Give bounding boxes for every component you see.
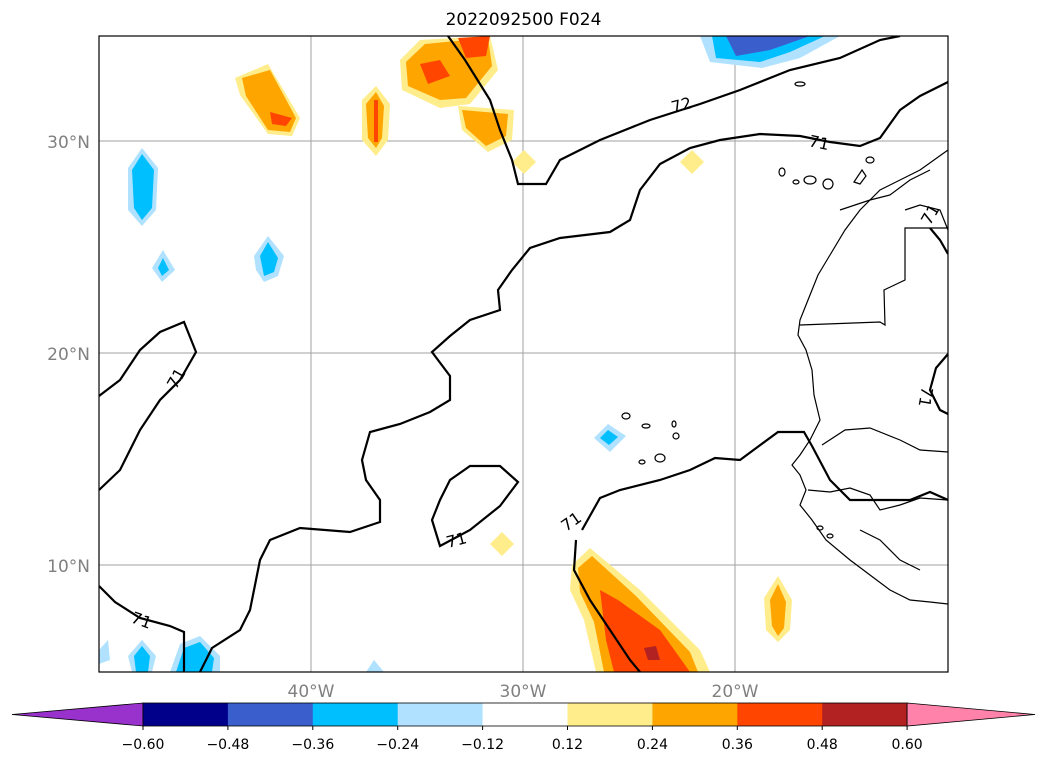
border-line <box>839 169 931 211</box>
lon-label-40w: 40°W <box>288 682 335 702</box>
colorbar-segment <box>227 703 314 726</box>
africa-coastline <box>791 149 948 605</box>
colorbar-tick-label: −0.12 <box>461 737 504 753</box>
fill-positive-blob <box>362 86 390 156</box>
border-line <box>799 227 948 327</box>
fill-positive-blob <box>490 532 514 556</box>
island-outline <box>672 432 680 440</box>
island-outline <box>641 423 651 429</box>
contour-71 <box>199 81 948 672</box>
colorbar-tick-label: 0.36 <box>722 737 753 753</box>
island-outline <box>638 459 646 465</box>
colorbar: −0.60 −0.48 −0.36 −0.24 −0.12 0.12 0.24 0.36 0.4… <box>11 702 1036 753</box>
island-outline <box>621 412 631 420</box>
island-outline <box>794 81 806 87</box>
contour-71 <box>929 227 948 255</box>
contour-71 <box>928 353 948 415</box>
fill-negative-blob <box>700 36 840 68</box>
colorbar-extend-low <box>11 702 144 727</box>
colorbar-tick-label: −0.60 <box>122 737 165 753</box>
colorbar-tick-label: 0.24 <box>637 737 668 753</box>
contour-71 <box>99 585 186 672</box>
island-outline <box>654 453 666 463</box>
colorbar-tick-label: 0.60 <box>892 737 923 753</box>
colorbar-extend-high <box>906 702 1036 727</box>
fill-negative-blob <box>600 430 618 445</box>
border-line <box>904 204 948 231</box>
contour-labels: 72 71 71 71 71 71 71 71 <box>129 93 944 632</box>
lat-label-20n: 20°N <box>47 345 90 365</box>
fill-negative-blob <box>128 148 158 226</box>
colorbar-segment <box>737 703 823 726</box>
colorbar-segment <box>482 703 568 726</box>
colorbar-segment <box>143 703 229 726</box>
island-outline <box>792 179 800 185</box>
contour-71 <box>572 539 641 672</box>
border-line <box>821 427 948 453</box>
colorbar-segment <box>652 703 738 726</box>
colorbar-tick-label: −0.24 <box>376 737 419 753</box>
island-outline <box>826 533 834 539</box>
fill-positive-blob <box>680 150 704 174</box>
fill-positive-blob <box>235 64 300 136</box>
fill-negative-blob <box>99 640 110 664</box>
colorbar-tick-label: −0.48 <box>206 737 249 753</box>
island-outline <box>822 178 834 190</box>
island-outline <box>671 420 677 428</box>
fill-negative-blob <box>260 242 278 276</box>
border-line <box>859 529 921 571</box>
colorbar-segment <box>397 703 484 726</box>
lon-label-30w: 30°W <box>500 682 547 702</box>
fill-positive-blob <box>570 548 710 672</box>
colorbar-segment <box>567 703 653 726</box>
colorbar-tick-label: −0.36 <box>291 737 334 753</box>
contour-label: 71 <box>807 131 831 154</box>
colorbar-tick-label: 0.12 <box>552 737 583 753</box>
border-line <box>807 487 948 511</box>
contour-label: 71 <box>444 528 469 552</box>
contour-lines <box>99 36 948 672</box>
fill-positive-blob <box>512 150 536 174</box>
lat-label-30n: 30°N <box>47 133 90 153</box>
contour-label: 71 <box>915 385 937 408</box>
fill-negative-blob <box>158 258 169 276</box>
map-border <box>98 35 949 673</box>
lon-label-20w: 20°W <box>712 682 759 702</box>
colorbar-border <box>142 702 908 727</box>
colorbar-segment <box>822 703 908 726</box>
island-outline <box>865 156 875 164</box>
coastlines <box>621 81 948 605</box>
latitude-labels: 30°N 20°N 10°N <box>47 133 90 577</box>
fill-negative-blob <box>366 660 384 672</box>
contour-71 <box>99 320 198 491</box>
island-outline <box>803 175 817 185</box>
contour-label: 72 <box>669 93 694 117</box>
island-outline <box>853 168 867 185</box>
lat-label-10n: 10°N <box>47 557 90 577</box>
island-outline <box>816 525 824 531</box>
contour-72 <box>447 36 901 186</box>
contour-71 <box>430 464 520 548</box>
colorbar-segment <box>312 703 399 726</box>
fill-positive-blob <box>764 576 792 642</box>
island-outline <box>778 167 786 177</box>
contour-71 <box>581 430 948 531</box>
colorbar-tick-label: 0.48 <box>807 737 838 753</box>
longitude-labels: 40°W 30°W 20°W <box>288 682 759 702</box>
map-title: 2022092500 F024 <box>445 10 602 30</box>
fill-negative-blob <box>134 646 150 672</box>
